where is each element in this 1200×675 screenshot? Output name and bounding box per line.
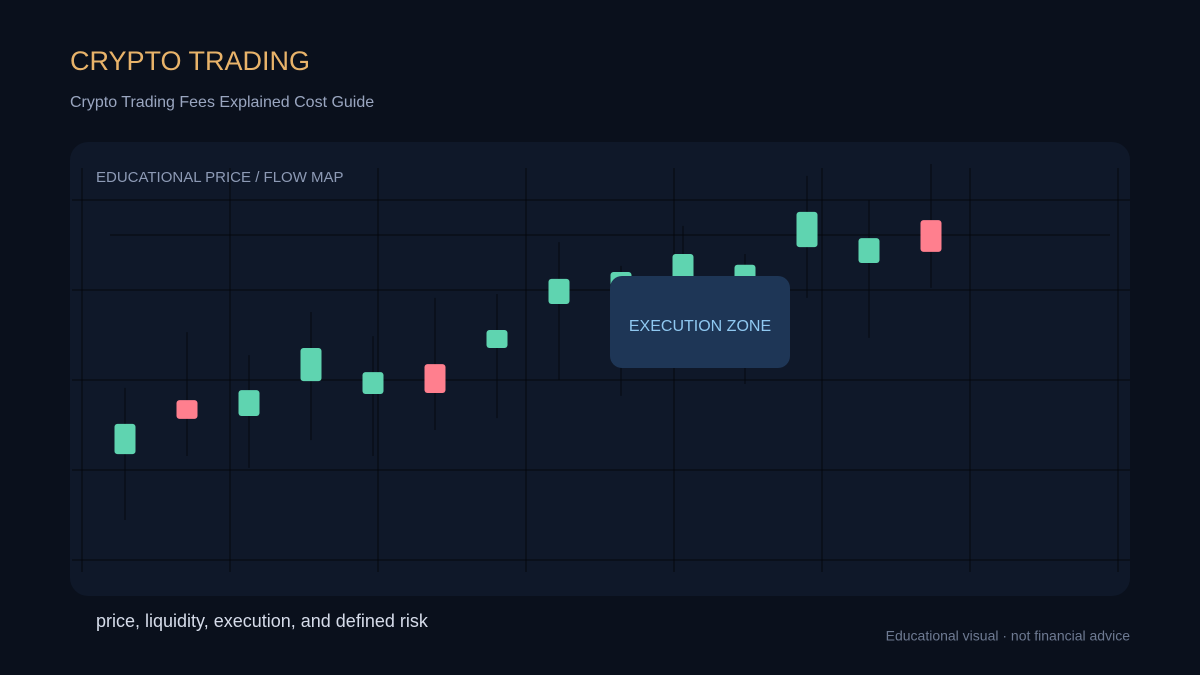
panel <box>70 142 1130 596</box>
candle-body <box>486 329 508 348</box>
candle-body <box>114 423 136 455</box>
grid <box>72 168 1130 572</box>
panel-label: EDUCATIONAL PRICE / FLOW MAP <box>96 169 344 186</box>
disclaimer: Educational visual · not financial advic… <box>886 628 1131 644</box>
candle-body <box>920 220 942 252</box>
candle-body <box>548 278 570 305</box>
candle-body <box>176 400 198 419</box>
candle-body <box>238 390 260 416</box>
candle-body <box>362 372 384 395</box>
caption: price, liquidity, execution, and defined… <box>96 611 429 631</box>
candle-body <box>796 211 818 248</box>
candle-body <box>672 254 694 280</box>
title: CRYPTO TRADING <box>70 46 310 76</box>
candle-body <box>300 347 322 382</box>
execution-zone <box>610 276 790 368</box>
subtitle: Crypto Trading Fees Explained Cost Guide <box>70 94 374 111</box>
candle-body <box>858 238 880 263</box>
zone-label: EXECUTION ZONE <box>629 318 771 335</box>
candle-body <box>424 364 446 393</box>
